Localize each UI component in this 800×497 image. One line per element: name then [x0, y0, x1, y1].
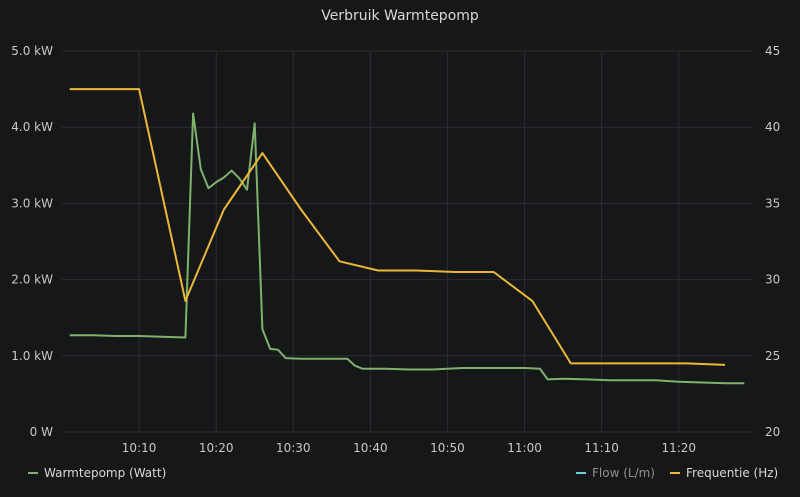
y-left-tick-label: 4.0 kW — [11, 120, 53, 134]
y-right-tick-label: 30 — [765, 273, 780, 287]
y-right-tick-label: 25 — [765, 349, 780, 363]
panel-title[interactable]: Verbruik Warmtepomp — [321, 8, 479, 24]
legend-item-warmtepomp[interactable]: Warmtepomp (Watt) — [28, 466, 166, 480]
y-left-tick-label: 1.0 kW — [11, 349, 53, 363]
legend-label-frequentie: Frequentie (Hz) — [686, 466, 779, 480]
x-tick-label: 10:30 — [276, 441, 311, 455]
series-line-frequentie — [69, 88, 726, 366]
y-right-tick-label: 20 — [765, 425, 780, 439]
y-left-tick-label: 5.0 kW — [11, 44, 53, 58]
legend-label-warmtepomp: Warmtepomp (Watt) — [44, 466, 167, 480]
y-right-tick-label: 45 — [765, 44, 780, 58]
flow-swatch — [576, 472, 586, 474]
legend-item-flow[interactable]: Flow (L/m) — [576, 466, 655, 480]
legend-item-frequentie[interactable]: Frequentie (Hz) — [670, 466, 778, 480]
warmtepomp-swatch — [28, 472, 38, 474]
x-tick-label: 11:00 — [507, 441, 542, 455]
x-tick-label: 10:50 — [430, 441, 465, 455]
series-line-warmtepomp — [69, 112, 745, 385]
y-left-tick-label: 3.0 kW — [11, 196, 53, 210]
y-left-tick-label: 0 W — [30, 425, 53, 439]
legend-label-flow: Flow (L/m) — [592, 466, 655, 480]
x-tick-label: 10:40 — [353, 441, 388, 455]
frequentie-swatch — [670, 472, 680, 474]
x-tick-label: 10:10 — [122, 441, 157, 455]
x-tick-label: 11:20 — [661, 441, 696, 455]
y-right-tick-label: 40 — [765, 120, 780, 134]
y-left-tick-label: 2.0 kW — [11, 273, 53, 287]
x-tick-label: 11:10 — [584, 441, 619, 455]
y-right-tick-label: 35 — [765, 196, 780, 210]
x-tick-label: 10:20 — [199, 441, 234, 455]
